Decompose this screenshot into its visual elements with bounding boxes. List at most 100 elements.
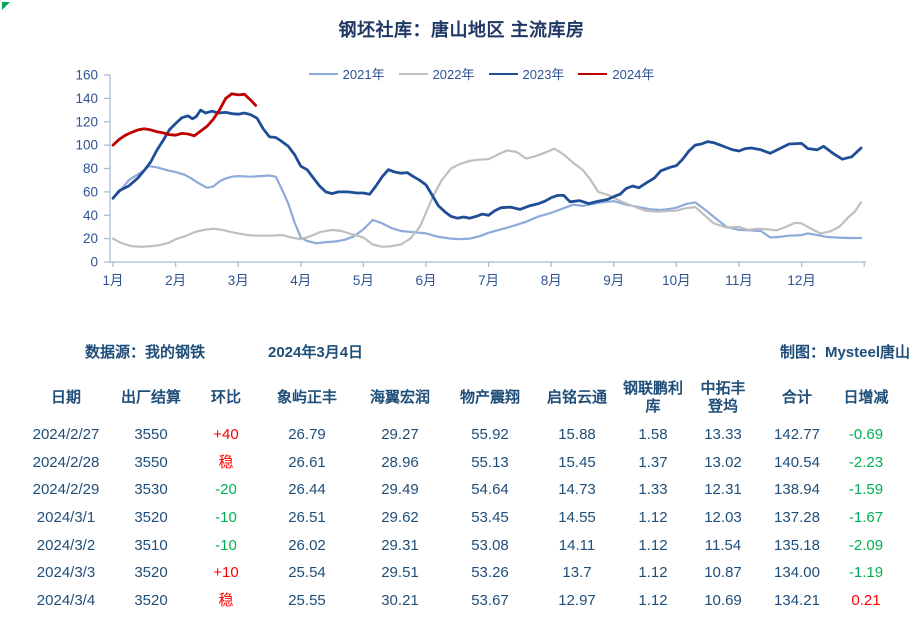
table-cell: 29.51 bbox=[381, 564, 419, 582]
chart-legend: 2021年 2022年 2023年 2024年 bbox=[20, 64, 923, 83]
table-cell: 29.31 bbox=[381, 536, 419, 554]
table-cell: 14.73 bbox=[558, 481, 596, 499]
legend-label: 2022年 bbox=[432, 67, 475, 82]
column-header: 物产震翔 bbox=[459, 388, 520, 406]
table-cell: 10.87 bbox=[704, 564, 742, 582]
table-cell: 26.51 bbox=[288, 508, 326, 526]
column-header: 出厂结算 bbox=[120, 388, 181, 406]
table-cell: 2024/3/2 bbox=[36, 536, 96, 554]
table-cell: -10 bbox=[215, 536, 237, 554]
column-header: 环比 bbox=[210, 388, 241, 406]
table-row: 2024/3/2 3510 -10 26.02 29.31 53.08 14.11 1.12 1… bbox=[20, 531, 920, 559]
table-cell: +40 bbox=[213, 426, 239, 444]
table-cell: 3520 bbox=[134, 564, 168, 582]
legend-item-2024: 2024年 bbox=[578, 64, 654, 83]
table-cell: 1.12 bbox=[638, 536, 668, 554]
x-tick-label: 7月 bbox=[478, 273, 499, 288]
table-cell: -2.09 bbox=[848, 536, 884, 554]
legend-swatch-icon bbox=[308, 72, 338, 75]
table-cell: 2024/3/3 bbox=[36, 564, 96, 582]
table-cell: 137.28 bbox=[774, 508, 820, 526]
table-cell: 54.64 bbox=[471, 481, 509, 499]
table-cell: 2024/2/27 bbox=[32, 426, 100, 444]
table-cell: 53.67 bbox=[471, 591, 509, 609]
legend-swatch-icon bbox=[578, 72, 608, 75]
legend-item-2022: 2022年 bbox=[398, 64, 475, 83]
x-tick-label: 10月 bbox=[662, 273, 691, 288]
table-cell: -10 bbox=[215, 508, 237, 526]
table-cell: 1.37 bbox=[638, 453, 668, 471]
inventory-table: 日期 出厂结算 环比 象屿正丰 海翼宏润 物产震翔 启铭云通 钢联鹏利 库中拓丰 登坞 合计 日增… bbox=[20, 374, 920, 614]
table-cell: 13.7 bbox=[562, 564, 592, 582]
column-header: 启铭云通 bbox=[546, 388, 607, 406]
table-cell: 53.08 bbox=[471, 536, 509, 554]
table-cell: 0.21 bbox=[851, 591, 881, 609]
table-cell: 55.92 bbox=[471, 426, 509, 444]
table-cell: 134.00 bbox=[774, 564, 820, 582]
table-cell: 10.69 bbox=[704, 591, 742, 609]
table-cell: 1.12 bbox=[638, 564, 668, 582]
x-tick-label: 9月 bbox=[603, 273, 624, 288]
y-tick-label: 80 bbox=[83, 161, 98, 176]
table-cell: -0.69 bbox=[848, 426, 884, 444]
table-cell: -1.59 bbox=[848, 481, 884, 499]
table-cell: 12.97 bbox=[558, 591, 596, 609]
column-header: 日增减 bbox=[843, 388, 889, 406]
x-tick-label: 6月 bbox=[415, 273, 436, 288]
table-cell: -20 bbox=[215, 481, 237, 499]
chart-title: 钢坯社库：唐山地区 主流库房 bbox=[338, 20, 585, 40]
table-cell: 11.54 bbox=[704, 536, 742, 554]
table-row: 2024/2/29 3530 -20 26.44 29.49 54.64 14.73 1.33… bbox=[20, 476, 920, 504]
x-tick-label: 11月 bbox=[725, 273, 753, 288]
table-cell: 28.96 bbox=[381, 453, 419, 471]
column-header: 合计 bbox=[781, 388, 812, 406]
table-header-row: 日期 出厂结算 环比 象屿正丰 海翼宏润 物产震翔 启铭云通 钢联鹏利 库中拓丰 登坞 合计 日增… bbox=[20, 374, 920, 421]
x-tick-label: 5月 bbox=[353, 273, 374, 288]
series-line-2022 bbox=[111, 147, 863, 248]
table-cell: 53.26 bbox=[471, 564, 509, 582]
x-tick-label: 1月 bbox=[102, 273, 123, 288]
column-header: 中拓丰 登坞 bbox=[700, 380, 746, 415]
table-row: 2024/3/1 3520 -10 26.51 29.62 53.45 14.55 1.12 1… bbox=[20, 504, 920, 532]
table-cell: 26.79 bbox=[288, 426, 326, 444]
table-cell: 3550 bbox=[134, 426, 168, 444]
table-cell: 3510 bbox=[134, 536, 168, 554]
legend-item-2023: 2023年 bbox=[488, 64, 564, 83]
table-cell: -1.19 bbox=[848, 564, 884, 582]
table-cell: 26.02 bbox=[288, 536, 326, 554]
table-cell: 3530 bbox=[134, 481, 168, 499]
table-cell: 142.77 bbox=[774, 426, 820, 444]
table-cell: 稳 bbox=[218, 453, 234, 471]
table-cell: 25.55 bbox=[288, 591, 326, 609]
table-cell: 14.11 bbox=[558, 536, 596, 554]
legend-label: 2024年 bbox=[612, 67, 655, 82]
column-header: 钢联鹏利 库 bbox=[622, 380, 683, 415]
table-cell: 26.61 bbox=[288, 453, 326, 471]
table-cell: 2024/3/4 bbox=[36, 591, 96, 609]
x-tick-label: 2月 bbox=[165, 273, 186, 288]
table-cell: 26.44 bbox=[288, 481, 326, 499]
table-cell: -2.23 bbox=[848, 453, 884, 471]
inventory-line-chart: 0 20 40 60 80 100 120 140 160 1月 2月 3月 4月 5月 6月 7月 8月 9月 1… bbox=[75, 68, 866, 288]
column-header: 海翼宏润 bbox=[369, 388, 430, 406]
table-cell: 3520 bbox=[134, 591, 168, 609]
table-cell: 25.54 bbox=[288, 564, 326, 582]
table-cell: 13.33 bbox=[704, 426, 742, 444]
table-cell: 2024/2/28 bbox=[32, 453, 100, 471]
table-cell: 15.88 bbox=[558, 426, 596, 444]
y-tick-label: 120 bbox=[75, 114, 98, 129]
series-line-2023 bbox=[111, 108, 863, 220]
table-cell: 13.02 bbox=[704, 453, 742, 471]
legend-item-2021: 2021年 bbox=[308, 64, 385, 83]
table-cell: 29.62 bbox=[381, 508, 419, 526]
x-tick-label: 12月 bbox=[787, 273, 816, 288]
table-cell: 135.18 bbox=[774, 536, 820, 554]
y-tick-label: 0 bbox=[90, 255, 98, 270]
y-tick-label: 40 bbox=[83, 208, 98, 223]
table-cell: 1.33 bbox=[638, 481, 668, 499]
report-date-label: 2024年3月4日 bbox=[268, 344, 364, 361]
column-header: 日期 bbox=[50, 388, 81, 406]
table-cell: 1.12 bbox=[638, 508, 668, 526]
table-cell: 12.31 bbox=[704, 481, 742, 499]
data-source-label: 数据源：我的钢铁 bbox=[85, 344, 206, 361]
